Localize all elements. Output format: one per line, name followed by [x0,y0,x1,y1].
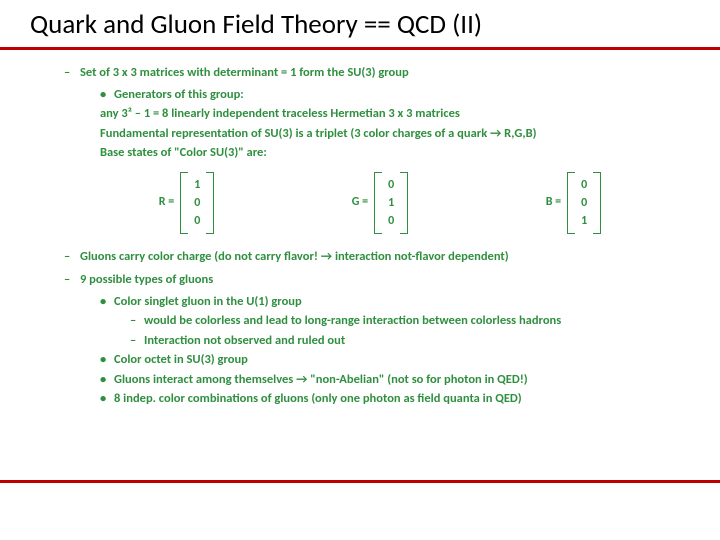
cell: 1 [581,212,587,230]
line-8-generators: any 3² – 1 = 8 linearly independent trac… [100,105,690,123]
subbullet-ruled-out: Interaction not observed and ruled out [130,332,690,350]
text: Interaction not observed and ruled out [144,333,345,348]
slide-title: Quark and Gluon Field Theory == QCD (II) [0,0,720,50]
line-fundamental-rep: Fundamental representation of SU(3) is a… [100,125,690,143]
cell: 0 [194,194,200,212]
cell: 0 [581,194,587,212]
matrix-R-col: 1 0 0 [188,172,206,234]
matrix-G-label: G = [352,194,368,211]
color-basis-matrices: R = 1 0 0 G = 0 1 0 [90,172,670,234]
text: Generators of this group: [114,87,244,102]
cell: 1 [194,176,200,194]
subbullet-colorless-longrange: would be colorless and lead to long-rang… [130,312,690,330]
cell: 0 [194,212,200,230]
matrix-G: G = 0 1 0 [352,172,408,234]
text: Color octet in SU(3) group [114,352,248,367]
bracket-right [400,172,408,234]
slide-content: Set of 3 x 3 matrices with determinant =… [0,50,720,420]
bullet-generators: Generators of this group: [100,86,690,104]
bracket-right [206,172,214,234]
bracket-left [180,172,188,234]
text: Fundamental representation of SU(3) is a… [100,126,537,141]
text: Base states of "Color SU(3)" are: [100,145,267,160]
matrix-B-bracket: 0 0 1 [567,172,601,234]
matrix-B-col: 0 0 1 [575,172,593,234]
bottom-rule [0,480,720,483]
bullet-color-octet: Color octet in SU(3) group [100,351,690,369]
text: any 3² – 1 = 8 linearly independent trac… [100,106,460,121]
line-base-states: Base states of "Color SU(3)" are: [100,144,690,162]
matrix-B-label: B = [546,194,561,211]
matrix-R-bracket: 1 0 0 [180,172,214,234]
text: Gluons carry color charge (do not carry … [80,249,509,264]
cell: 0 [388,212,394,230]
text: Color singlet gluon in the U(1) group [114,294,302,309]
text: 9 possible types of gluons [80,272,213,287]
bracket-right [593,172,601,234]
bullet-9-gluon-types: 9 possible types of gluons [64,271,690,289]
text: would be colorless and lead to long-rang… [144,313,561,328]
matrix-B: B = 0 0 1 [546,172,602,234]
bullet-non-abelian: Gluons interact among themselves → "non-… [100,371,690,389]
matrix-R: R = 1 0 0 [159,172,215,234]
text: 8 indep. color combinations of gluons (o… [114,391,522,406]
bracket-left [374,172,382,234]
cell: 1 [388,194,394,212]
matrix-G-bracket: 0 1 0 [374,172,408,234]
cell: 0 [388,176,394,194]
bullet-color-singlet: Color singlet gluon in the U(1) group [100,293,690,311]
bullet-gluons-color-charge: Gluons carry color charge (do not carry … [64,248,690,266]
bullet-8-combinations: 8 indep. color combinations of gluons (o… [100,390,690,408]
text: Set of 3 x 3 matrices with determinant =… [80,65,409,80]
matrix-R-label: R = [159,194,174,211]
matrix-G-col: 0 1 0 [382,172,400,234]
bullet-su3-group: Set of 3 x 3 matrices with determinant =… [64,64,690,82]
title-text: Quark and Gluon Field Theory == QCD (II) [30,8,482,41]
text: Gluons interact among themselves → "non-… [114,372,528,387]
cell: 0 [581,176,587,194]
bracket-left [567,172,575,234]
